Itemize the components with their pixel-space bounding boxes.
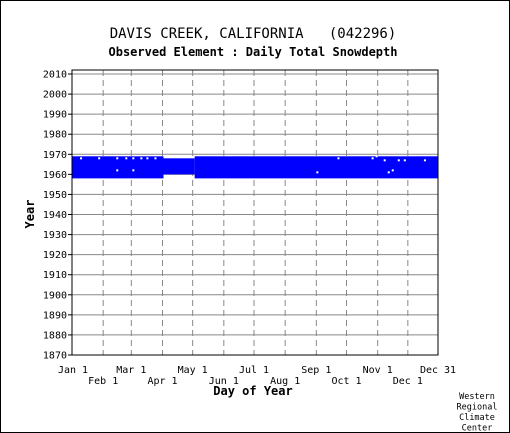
x-tick-label-mar-1: Mar 1 — [116, 365, 146, 376]
x-tick-label-sep-1: Sep 1 — [301, 365, 331, 376]
gap-point-11 — [316, 171, 319, 174]
plot-border — [71, 69, 439, 356]
gap-point-17 — [391, 169, 394, 172]
chart-title: DAVIS CREEK, CALIFORNIA (042296) — [110, 26, 397, 42]
x-axis-label: Day of Year — [213, 384, 292, 398]
x-tick-labels: Jan 1 Mar 1 May 1 Jul 1 Sep 1 Nov 1 Dec 31 Feb … — [58, 365, 456, 387]
credit-line-1: Western — [459, 392, 495, 402]
y-tick-label-1990: 1990 — [43, 110, 67, 121]
chart-subtitle: Observed Element : Daily Total Snowdepth — [109, 45, 398, 59]
y-tick-label-1940: 1940 — [43, 210, 67, 221]
credit-line-2: Regional — [457, 403, 498, 413]
y-tick-label-1900: 1900 — [43, 290, 67, 301]
data-gaps — [80, 155, 426, 174]
gap-point-4 — [116, 169, 119, 172]
axes — [68, 69, 439, 356]
gap-point-15 — [383, 159, 386, 162]
x-tick-label-feb-1: Feb 1 — [88, 376, 118, 387]
x-tick-label-apr-1: Apr 1 — [147, 376, 177, 387]
y-tick-label-1890: 1890 — [43, 310, 67, 321]
x-tick-label-oct-1: Oct 1 — [331, 376, 361, 387]
coverage-block-3 — [194, 156, 438, 179]
y-tick-label-1960: 1960 — [43, 170, 67, 181]
x-tick-label-dec-31: Dec 31 — [420, 365, 456, 376]
gap-point-2 — [98, 157, 101, 160]
gap-point-12 — [337, 157, 340, 160]
y-tick-label-1970: 1970 — [43, 150, 67, 161]
x-tick-label-nov-1: Nov 1 — [363, 365, 393, 376]
y-tick-label-1950: 1950 — [43, 190, 67, 201]
gap-point-14 — [375, 155, 378, 158]
gap-point-16 — [387, 171, 390, 174]
x-tick-label-jun-1: Jun 1 — [209, 376, 239, 387]
y-tick-label-1920: 1920 — [43, 250, 67, 261]
y-tick-label-1880: 1880 — [43, 330, 67, 341]
y-tick-label-2000: 2000 — [43, 90, 67, 101]
y-tick-label-1910: 1910 — [43, 270, 67, 281]
x-tick-label-jan-1: Jan 1 — [58, 365, 88, 376]
gap-point-20 — [423, 159, 426, 162]
gap-point-13 — [371, 157, 374, 160]
credit-line-3: Climate — [459, 413, 495, 423]
gap-point-3 — [116, 157, 119, 160]
x-tick-label-may-1: May 1 — [178, 365, 208, 376]
gap-point-7 — [132, 169, 135, 172]
gap-point-5 — [125, 157, 128, 160]
plot-background — [72, 70, 438, 355]
credit-line-4: Center — [462, 424, 493, 433]
x-tick-label-jul-1: Jul 1 — [239, 365, 269, 376]
plot-area — [72, 70, 438, 355]
gap-point-19 — [403, 159, 406, 162]
gap-point-6 — [132, 157, 135, 160]
coverage-block-2 — [163, 158, 195, 175]
y-tick-label-2010: 2010 — [43, 70, 67, 81]
coverage-block-1 — [72, 156, 164, 179]
data-coverage — [72, 156, 438, 179]
y-axis-label: Year — [23, 200, 37, 229]
gap-point-8 — [140, 157, 143, 160]
y-tick-label-1870: 1870 — [43, 351, 67, 362]
y-tick-labels: 2010 2000 1990 1980 1970 1960 1950 1940 1930 1920… — [43, 70, 67, 362]
gap-point-1 — [80, 157, 83, 160]
y-tick-label-1980: 1980 — [43, 130, 67, 141]
gap-point-10 — [154, 157, 157, 160]
x-tick-label-dec-1: Dec 1 — [393, 376, 423, 387]
y-tick-label-1930: 1930 — [43, 230, 67, 241]
x-tick-label-aug-1: Aug 1 — [270, 376, 300, 387]
gap-point-18 — [397, 159, 400, 162]
gap-point-9 — [146, 157, 149, 160]
